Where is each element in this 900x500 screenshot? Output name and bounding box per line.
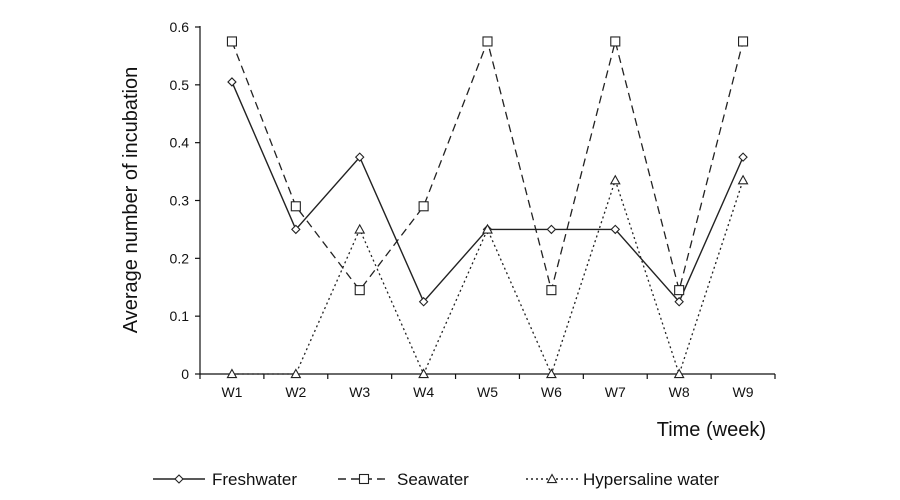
data-point [610, 36, 621, 47]
y-axis: 0 0.1 0.2 0.3 0.4 0.5 0.6 [170, 19, 200, 382]
series-line [231, 39, 744, 292]
data-point [738, 152, 748, 162]
plot-area [199, 26, 775, 375]
legend-marker [358, 473, 370, 485]
legend-label: Hypersaline water [583, 470, 719, 489]
legend-item: Freshwater [153, 470, 297, 489]
y-tick-label: 0 [181, 366, 189, 382]
x-tick-label: W2 [285, 384, 306, 400]
data-point [227, 77, 237, 87]
y-tick-label: 0.5 [170, 77, 190, 93]
data-point [674, 285, 685, 296]
data-point [418, 201, 429, 212]
series-freshwater [227, 77, 748, 307]
y-tick-label: 0.4 [170, 135, 190, 151]
data-point [609, 174, 621, 185]
data-point [546, 224, 557, 235]
data-point [482, 223, 493, 234]
x-tick-label: W4 [413, 384, 434, 400]
legend-marker [546, 473, 558, 484]
data-point [610, 224, 621, 235]
series-line [231, 178, 744, 377]
y-tick-label: 0.2 [170, 250, 190, 266]
legend-label: Freshwater [212, 470, 297, 489]
legend-item: Seawater [338, 470, 469, 489]
data-point [354, 285, 365, 296]
y-tick-label: 0.1 [170, 308, 190, 324]
data-point [418, 296, 429, 307]
y-tick-label: 0.6 [170, 19, 190, 35]
x-tick-label: W5 [477, 384, 498, 400]
data-point [354, 223, 366, 234]
series-seawater [226, 36, 749, 296]
data-point [418, 368, 430, 379]
y-axis-title: Average number of incubation [120, 67, 142, 333]
data-point [354, 152, 365, 162]
data-point [738, 36, 749, 47]
data-point [290, 201, 301, 212]
x-tick-label: W8 [669, 384, 690, 400]
legend-item: Hypersaline water [526, 470, 719, 489]
data-point [737, 174, 749, 185]
legend-label: Seawater [397, 470, 469, 489]
data-point [290, 368, 302, 379]
data-point [291, 224, 301, 235]
x-tick-label: W6 [541, 384, 562, 400]
x-tick-label: W9 [733, 384, 754, 400]
data-point [482, 36, 493, 47]
x-tick-label: W1 [221, 384, 242, 400]
series-layer [226, 36, 749, 379]
series-hypersaline-water [226, 174, 749, 379]
data-point [674, 296, 684, 307]
data-point [673, 368, 685, 379]
data-point [546, 285, 557, 296]
x-tick-label: W3 [349, 384, 370, 400]
x-axis: W1 W2 W3 W4 W5 W6 W7 W8 W9 [199, 374, 776, 400]
data-point [226, 368, 238, 379]
x-axis-title: Time (week) [657, 419, 766, 441]
series-line [231, 81, 744, 303]
legend: Freshwater Seawater Hypersaline water [153, 470, 719, 489]
x-tick-label: W7 [605, 384, 626, 400]
data-point [545, 368, 557, 379]
data-point [226, 36, 237, 47]
legend-marker [174, 474, 184, 484]
y-tick-label: 0.3 [170, 193, 190, 209]
